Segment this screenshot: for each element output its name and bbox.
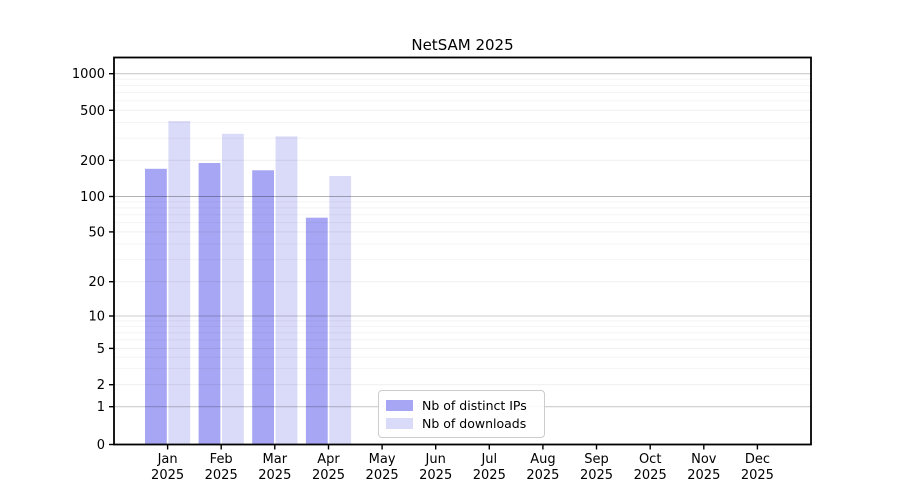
x-tick-label-month-jun: Jun: [425, 452, 446, 467]
x-tick-label-month-oct: Oct: [639, 452, 661, 467]
bar-distinct-ips-feb: [198, 163, 221, 445]
chart-title: NetSAM 2025: [411, 36, 514, 54]
y-tick-label-1: 1: [97, 400, 105, 415]
x-tick-label-month-aug: Aug: [530, 452, 555, 467]
x-tick-label-year-oct: 2025: [634, 468, 667, 483]
bar-distinct-ips-jan: [145, 168, 167, 445]
y-tick-label-1000: 1000: [72, 67, 105, 82]
y-tick-label-20: 20: [88, 275, 105, 290]
x-tick-label-year-feb: 2025: [205, 468, 238, 483]
y-tick-label-0: 0: [97, 438, 105, 453]
y-tick-label-10: 10: [88, 310, 105, 325]
x-tick-label-year-aug: 2025: [526, 468, 559, 483]
x-tick-label-month-dec: Dec: [745, 452, 770, 467]
y-tick-label-50: 50: [88, 225, 105, 240]
legend-label-distinct-ips: Nb of distinct IPs: [422, 397, 527, 413]
bar-downloads-feb: [222, 133, 244, 445]
x-tick-label-year-mar: 2025: [258, 468, 291, 483]
x-tick-label-month-may: May: [369, 452, 396, 467]
y-tick-label-5: 5: [97, 342, 105, 357]
x-tick-label-month-nov: Nov: [691, 452, 717, 467]
x-tick-label-year-jun: 2025: [419, 468, 452, 483]
x-tick-label-month-mar: Mar: [263, 452, 288, 467]
legend-item-distinct-ips: Nb of distinct IPs: [386, 399, 544, 412]
legend-label-downloads: Nb of downloads: [422, 415, 527, 431]
x-tick-label-year-sep: 2025: [580, 468, 613, 483]
x-tick-label-month-jul: Jul: [480, 452, 497, 467]
legend-swatch-downloads: [386, 417, 413, 429]
y-tick-label-200: 200: [80, 154, 105, 169]
legend: Nb of distinct IPs Nb of downloads: [378, 390, 545, 438]
x-tick-label-month-jan: Jan: [157, 452, 178, 467]
x-tick-label-year-jan: 2025: [151, 468, 184, 483]
x-tick-label-year-apr: 2025: [312, 468, 345, 483]
x-tick-label-year-may: 2025: [366, 468, 399, 483]
legend-item-downloads: Nb of downloads: [386, 417, 544, 430]
bar-distinct-ips-mar: [252, 170, 274, 445]
x-tick-label-year-dec: 2025: [741, 468, 774, 483]
axes-spines: [113, 56, 812, 446]
legend-swatch-distinct-ips: [386, 399, 413, 411]
y-tick-label-2: 2: [97, 378, 105, 393]
bar-downloads-jan: [168, 121, 191, 445]
bar-distinct-ips-apr: [305, 217, 328, 445]
y-tick-label-500: 500: [80, 104, 105, 119]
x-tick-label-month-apr: Apr: [317, 452, 340, 467]
x-tick-label-month-sep: Sep: [584, 452, 609, 467]
x-tick-label-year-jul: 2025: [473, 468, 506, 483]
bar-downloads-mar: [275, 136, 298, 445]
x-tick-label-month-feb: Feb: [210, 452, 233, 467]
x-tick-label-year-nov: 2025: [687, 468, 720, 483]
bar-downloads-apr: [329, 176, 352, 445]
y-tick-label-100: 100: [80, 190, 105, 205]
